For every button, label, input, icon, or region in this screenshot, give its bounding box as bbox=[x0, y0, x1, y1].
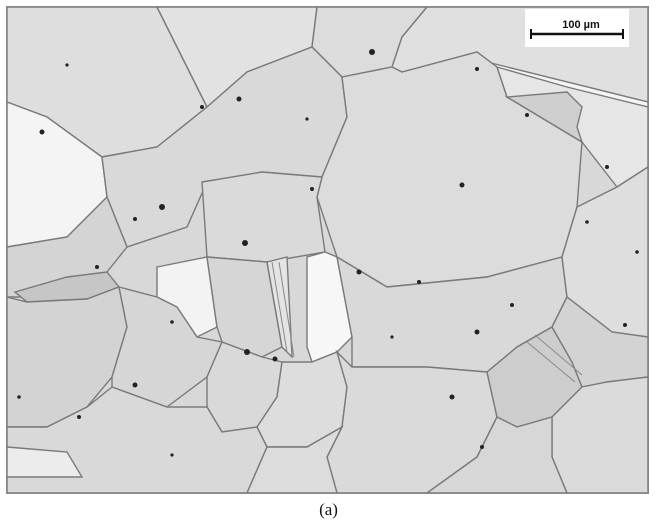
grain bbox=[425, 416, 568, 493]
scale-bar-label: 100 µm bbox=[562, 19, 600, 31]
scale-bar-box bbox=[525, 9, 629, 47]
grain bbox=[504, 91, 584, 144]
grain bbox=[551, 295, 648, 388]
micrograph-image: 100 µm bbox=[6, 6, 649, 494]
scale-bar bbox=[525, 9, 629, 47]
grain-structure-graphic bbox=[7, 7, 648, 493]
grain bbox=[7, 446, 84, 478]
grain-regions bbox=[7, 7, 648, 493]
figure-caption: (a) bbox=[319, 500, 338, 519]
twin-lines bbox=[271, 261, 583, 383]
grain bbox=[7, 195, 128, 298]
grain bbox=[201, 171, 326, 263]
grain bbox=[246, 425, 344, 493]
